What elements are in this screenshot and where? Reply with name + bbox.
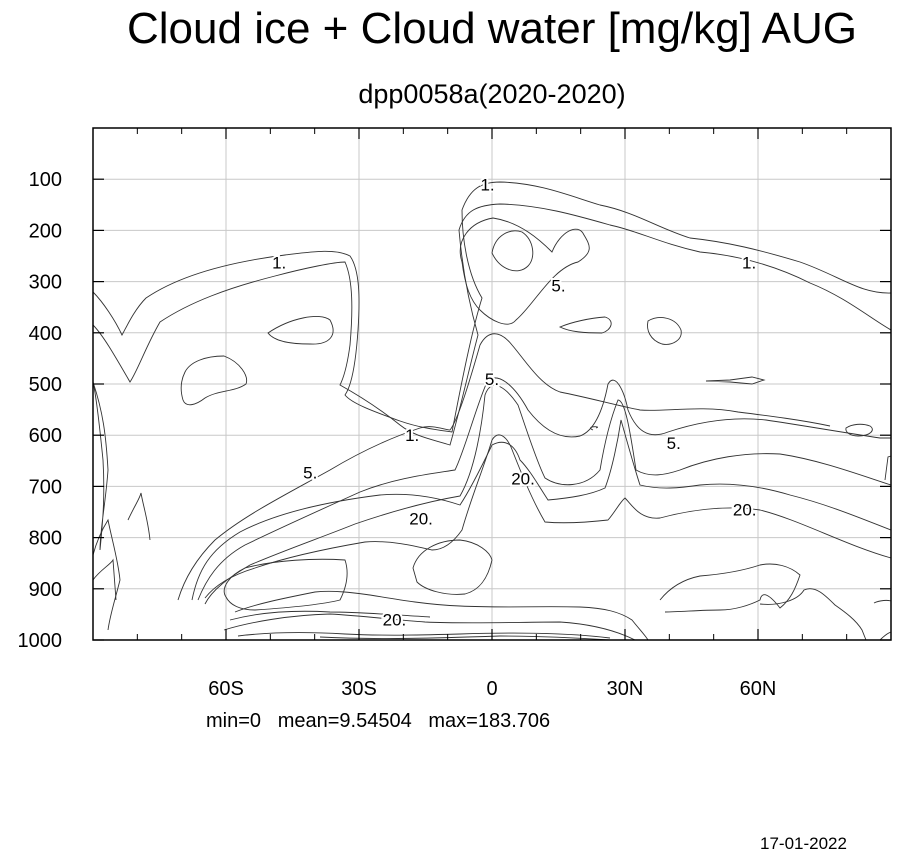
y-tick-label: 400 (29, 323, 62, 345)
contour-line (92, 381, 109, 551)
contour-line (491, 230, 534, 272)
y-tick-label: 600 (29, 425, 62, 447)
date-label: 17-01-2022 (760, 834, 847, 853)
contour-line (879, 631, 892, 641)
contour-line (873, 599, 892, 604)
contour-line (659, 563, 801, 613)
x-tick-labels: 60S 30S 0 30N 60N (208, 678, 776, 700)
contour-line (319, 635, 611, 641)
plot-frame (92, 127, 892, 641)
contour-line (590, 426, 598, 431)
contour-label: 5. (667, 434, 681, 453)
contour-line (177, 333, 831, 601)
contour-line (180, 355, 248, 406)
contour-line (884, 455, 892, 481)
contour-line (223, 558, 348, 611)
axis-ticks (93, 128, 891, 641)
stats-summary: min=0 mean=9.54504 max=183.706 (206, 710, 551, 732)
contour-line (759, 588, 867, 641)
chart-title: Cloud ice + Cloud water [mg/kg] AUG (127, 4, 857, 53)
contour-line (92, 181, 892, 433)
contour-lines (92, 181, 892, 641)
contour-line (92, 518, 121, 631)
contour-label: 20. (733, 500, 757, 519)
contour-line (127, 492, 151, 541)
x-tick-label: 60N (740, 678, 777, 700)
y-tick-label: 100 (29, 169, 62, 191)
y-tick-label: 800 (29, 528, 62, 550)
contour-line (204, 434, 892, 599)
contour-label: 20. (383, 611, 407, 630)
y-tick-label: 200 (29, 220, 62, 242)
contour-line (92, 558, 117, 601)
contour-line (558, 316, 612, 334)
contour-line (234, 590, 649, 641)
grid-lines (93, 128, 891, 640)
y-tick-label: 300 (29, 272, 62, 294)
x-tick-label: 0 (486, 678, 497, 700)
contour-label: 1. (480, 175, 494, 194)
contour-line (229, 610, 431, 621)
contour-line (412, 539, 493, 595)
chart-subtitle: dpp0058a(2020-2020) (358, 79, 625, 109)
contour-line (705, 376, 766, 385)
contour-label: 5. (485, 370, 499, 389)
y-tick-label: 1000 (18, 630, 63, 652)
contour-label: 1. (272, 254, 286, 273)
contour-line (197, 377, 891, 601)
contour-line (204, 384, 892, 605)
contour-label: 1. (742, 254, 756, 273)
contour-line (267, 316, 334, 345)
contour-labels: 1. 1. 1. 1. 5. 5. 5. 5. 20. 20. 20. 20. (270, 173, 758, 631)
y-tick-label: 500 (29, 374, 62, 396)
x-tick-label: 30N (607, 678, 644, 700)
y-tick-label: 900 (29, 579, 62, 601)
y-tick-labels: 100 200 300 400 500 600 700 800 900 1000 (18, 169, 63, 652)
contour-line (92, 203, 892, 446)
contour-label: 1. (405, 426, 419, 445)
x-tick-label: 60S (208, 678, 244, 700)
contour-label: 20. (409, 510, 433, 529)
contour-label: 5. (551, 277, 565, 296)
contour-line (647, 317, 682, 345)
contour-line (845, 423, 873, 437)
contour-line (459, 217, 590, 325)
contour-line (223, 613, 636, 641)
contour-line (191, 419, 892, 601)
x-tick-label: 30S (341, 678, 377, 700)
contour-line (237, 632, 611, 639)
contour-label: 5. (303, 464, 317, 483)
y-tick-label: 700 (29, 476, 62, 498)
contour-label: 20. (511, 470, 535, 489)
